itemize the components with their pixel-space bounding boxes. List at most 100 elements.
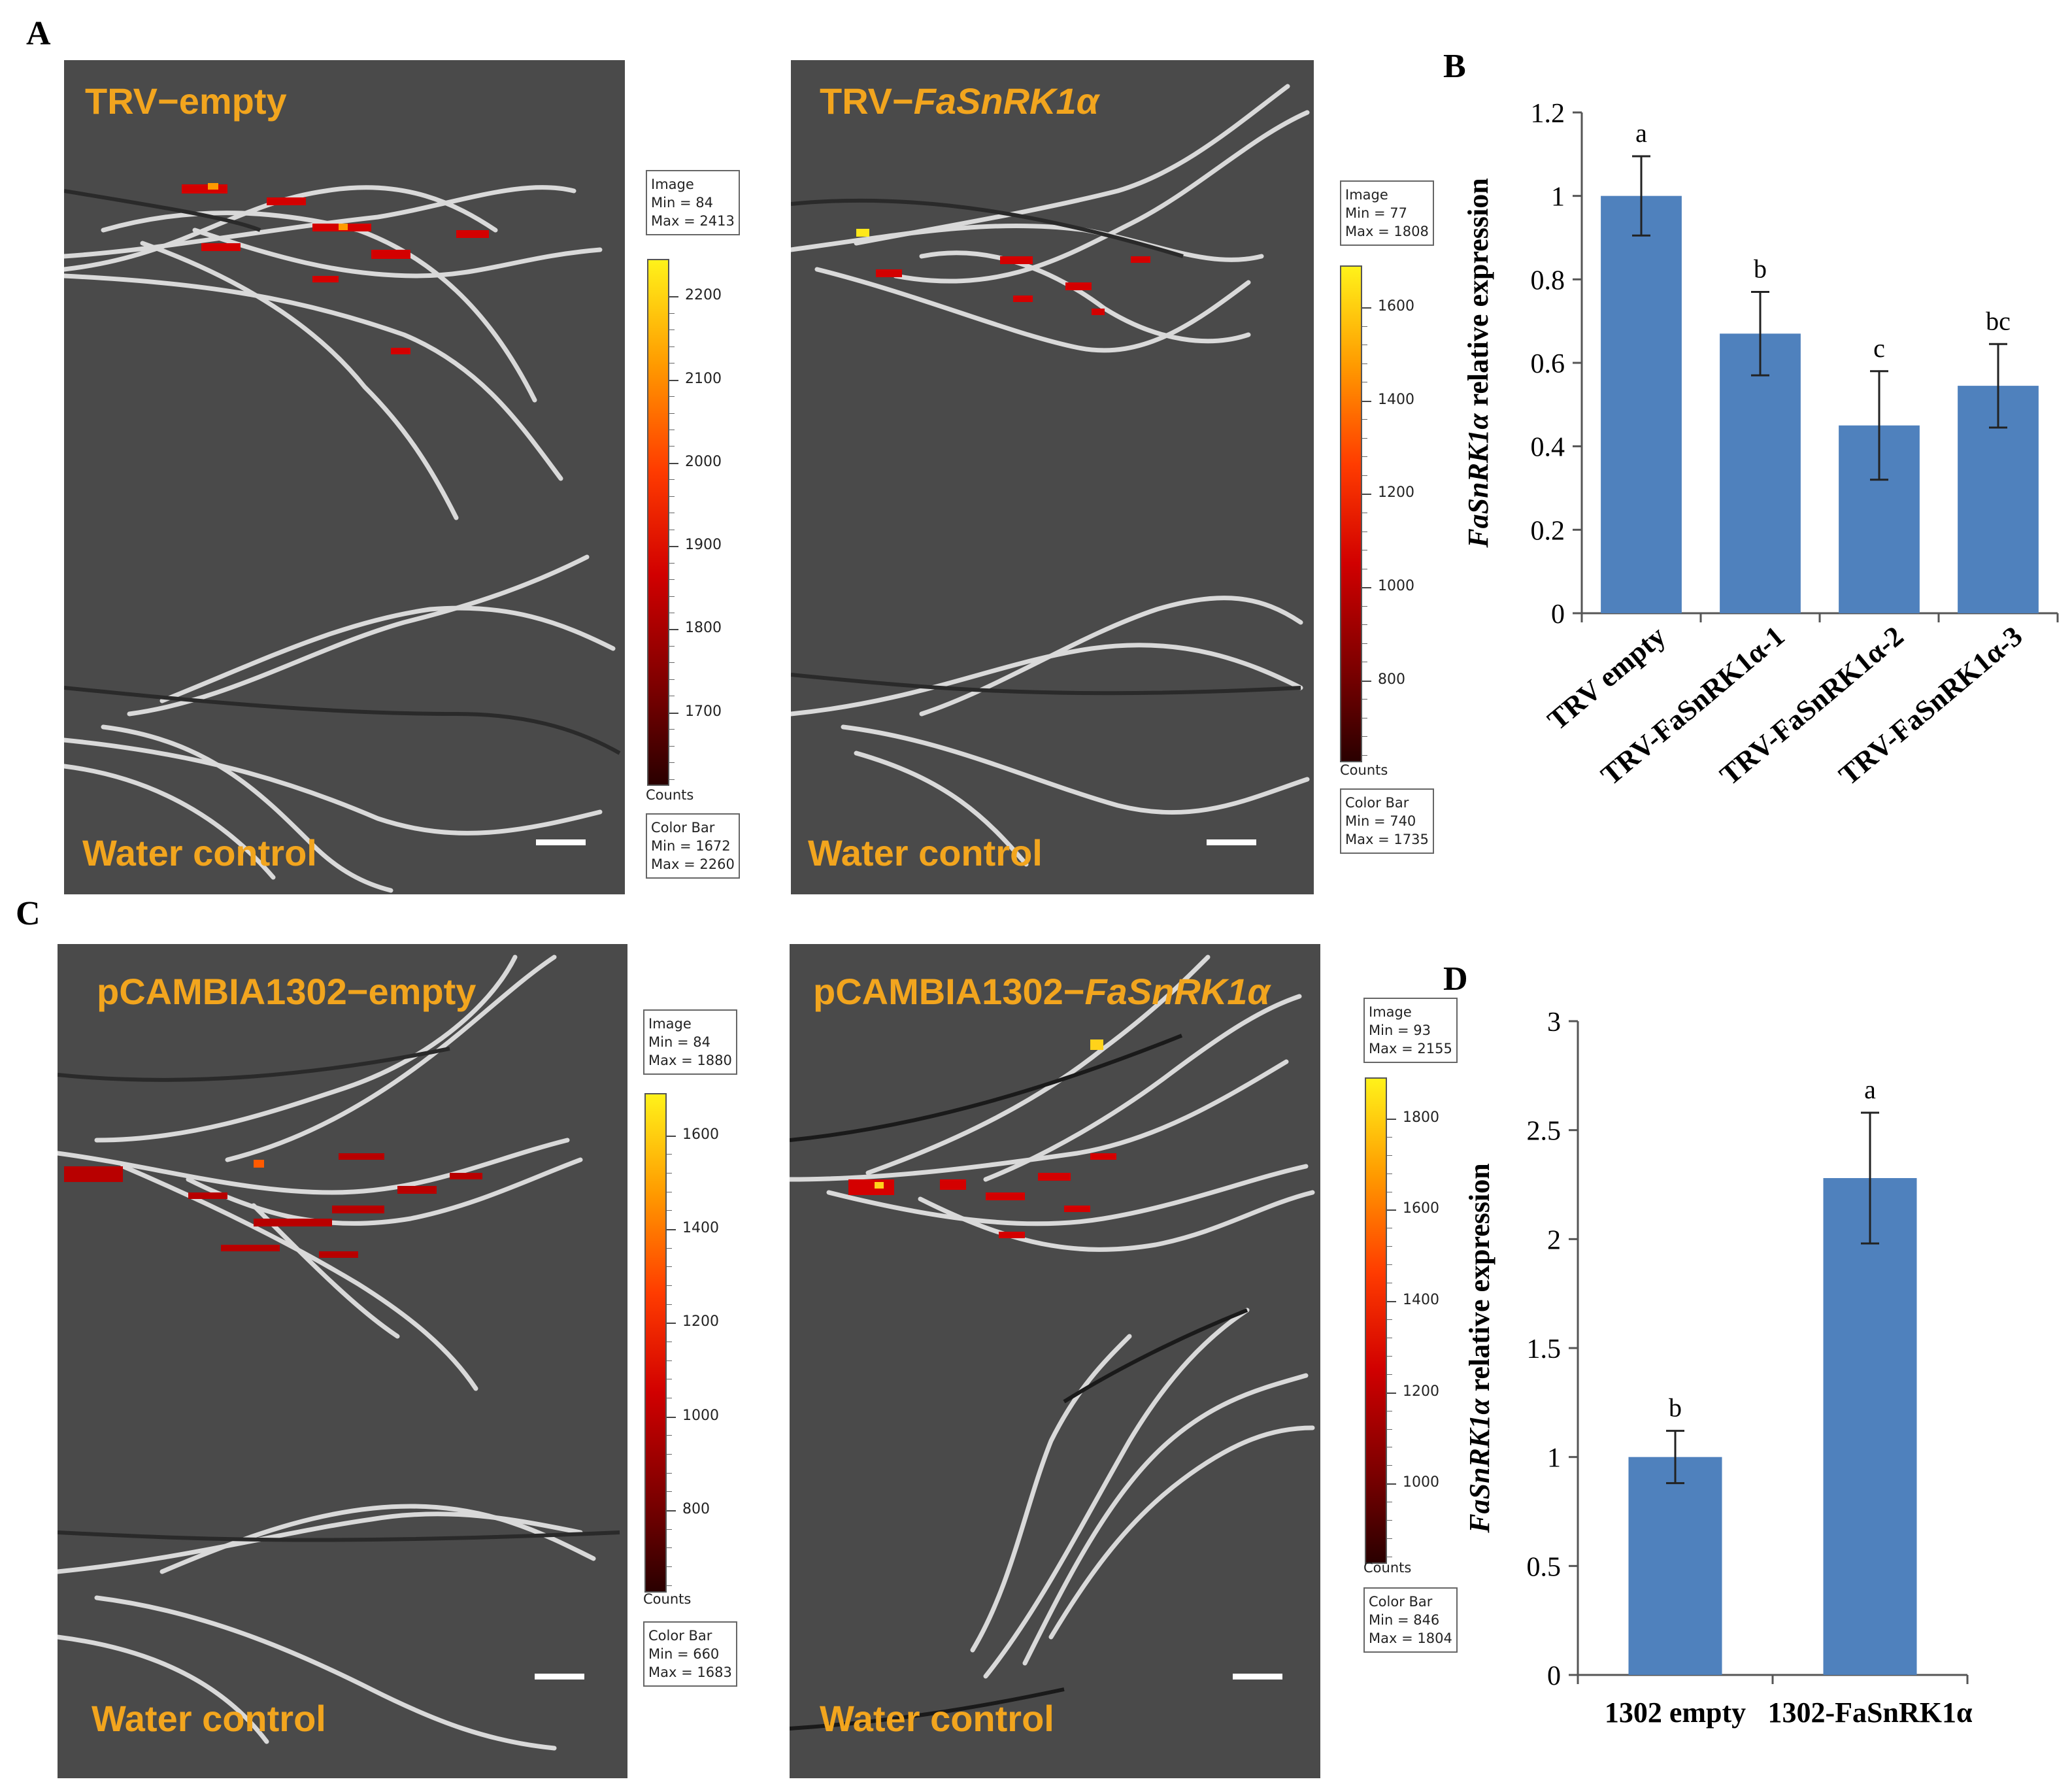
color-bar-minor-tick — [667, 1154, 672, 1155]
color-bar-minor-tick — [1362, 326, 1367, 327]
color-bar-tick-label: 2000 — [685, 453, 722, 470]
color-bar-tick-label: 1400 — [682, 1219, 719, 1236]
color-bar-tick — [667, 1510, 676, 1512]
color-bar-minor-tick — [1387, 1246, 1392, 1247]
y-tick-label: 0.4 — [1531, 433, 1565, 463]
y-tick-label: 0.5 — [1527, 1552, 1562, 1582]
color-bar-tick-label: 1600 — [1403, 1200, 1439, 1217]
color-bar-minor-tick — [1362, 475, 1367, 476]
label-water-control-c-right: Water control — [820, 1698, 1054, 1739]
image-minmax-box: Image Min = 84 Max = 1880 — [643, 1009, 737, 1075]
color-bar-minor-tick — [1387, 1374, 1392, 1375]
label-water-control-a-right: Water control — [808, 832, 1043, 873]
significance-letter: bc — [1986, 306, 2011, 335]
color-bar-minor-tick — [669, 496, 675, 497]
y-tick-label: 2.5 — [1527, 1117, 1562, 1147]
y-tick-label: 3 — [1547, 1007, 1561, 1038]
image-minmax-box: Image Min = 84 Max = 2413 — [646, 170, 740, 235]
color-bar-tick-label: 1200 — [1378, 484, 1414, 501]
color-bar-minor-tick — [667, 1491, 672, 1493]
color-bar-tick — [1387, 1301, 1396, 1303]
color-bar-minor-tick — [1362, 699, 1367, 700]
panel-letter-c: C — [16, 895, 41, 932]
color-bar-minor-tick — [669, 346, 675, 347]
color-bar-tick-label: 2200 — [685, 287, 722, 304]
color-bar-minor-tick — [669, 729, 675, 730]
color-bar-tick-label: 1600 — [1378, 298, 1414, 315]
color-bar-minor-tick — [669, 396, 675, 397]
counts-label: Counts — [643, 1591, 692, 1607]
significance-letter: a — [1635, 118, 1647, 148]
color-bar-minor-tick — [669, 779, 675, 780]
y-tick-label: 0 — [1547, 1661, 1561, 1691]
y-tick-label: 0.2 — [1531, 516, 1565, 546]
color-bar-tick — [667, 1228, 676, 1230]
color-bar-minor-tick — [669, 329, 675, 331]
scale-bar — [536, 839, 586, 845]
color-bar-tick — [1387, 1483, 1396, 1485]
scale-bar — [1233, 1674, 1282, 1680]
color-bar-minor-tick — [1387, 1428, 1392, 1430]
color-bar-minor-tick — [667, 1547, 672, 1549]
color-bar-minor-tick — [667, 1304, 672, 1305]
color-bar-tick-label: 1000 — [1403, 1474, 1439, 1491]
color-bar-tick-label: 1000 — [682, 1407, 719, 1424]
color-bar-tick — [669, 546, 678, 548]
color-bar-minor-tick — [669, 745, 675, 747]
color-bar-minor-tick — [669, 596, 675, 597]
counts-label: Counts — [646, 787, 694, 803]
bar — [1823, 1178, 1917, 1675]
color-bar-minor-tick — [667, 1435, 672, 1436]
color-bar-tick — [667, 1323, 676, 1325]
color-bar-minmax-box: Color Bar Min = 740 Max = 1735 — [1340, 788, 1434, 854]
color-bar-minor-tick — [667, 1528, 672, 1530]
color-bar-minor-tick — [669, 446, 675, 447]
color-bar-minor-tick — [1362, 456, 1367, 458]
color-bar-tick — [667, 1135, 676, 1137]
color-bar-minor-tick — [669, 762, 675, 764]
color-bar-minor-tick — [667, 1210, 672, 1211]
color-bar-tick — [669, 296, 678, 298]
color-bar-tick — [669, 462, 678, 464]
color-bar-minor-tick — [667, 1454, 672, 1455]
color-bar — [644, 1093, 667, 1593]
label-trv-fasnrk1a: TRV−FaSnRK1α — [820, 80, 1099, 122]
y-tick-label: 0.6 — [1531, 349, 1565, 379]
color-bar-minor-tick — [1387, 1264, 1392, 1266]
color-bar-tick-label: 1000 — [1378, 578, 1414, 595]
x-category-label: 1302-FaSnRK1α — [1767, 1697, 1972, 1729]
color-bar-tick — [1387, 1392, 1396, 1394]
color-bar-tick — [1387, 1209, 1396, 1211]
color-bar-tick-label: 1700 — [685, 703, 722, 720]
x-category-label: 1302 empty — [1605, 1697, 1746, 1729]
y-tick-label: 2 — [1547, 1225, 1561, 1255]
color-bar-minor-tick — [667, 1585, 672, 1586]
color-bar-minor-tick — [1387, 1355, 1392, 1357]
y-axis-label-gene: FaSnRK1α — [1463, 1398, 1496, 1534]
root-drawing — [58, 954, 620, 1751]
color-bar-tick-label: 800 — [1378, 671, 1405, 688]
scale-bar — [535, 1674, 584, 1680]
color-bar-minor-tick — [667, 1172, 672, 1174]
color-bar-minor-tick — [667, 1566, 672, 1568]
panel-letter-d: D — [1443, 960, 1468, 998]
root-drawing — [790, 954, 1315, 1731]
significance-letter: a — [1864, 1075, 1876, 1104]
color-bar-minor-tick — [1362, 643, 1367, 644]
color-bar-minor-tick — [1387, 1155, 1392, 1156]
color-bar-minor-tick — [667, 1285, 672, 1286]
bar — [1628, 1457, 1722, 1675]
color-bar-minmax-box: Color Bar Min = 846 Max = 1804 — [1363, 1587, 1458, 1653]
root-image-pcambia1302-empty — [58, 944, 627, 1778]
color-bar-minor-tick — [1387, 1319, 1392, 1320]
color-bar-minor-tick — [669, 579, 675, 581]
color-bar-minor-tick — [1387, 1136, 1392, 1138]
color-bar-tick — [1362, 307, 1371, 309]
significance-letter: c — [1873, 333, 1885, 363]
y-tick-label: 1 — [1547, 1444, 1561, 1474]
color-bar-minor-tick — [669, 479, 675, 481]
color-bar-minor-tick — [1362, 754, 1367, 756]
color-bar-minor-tick — [667, 1472, 672, 1474]
significance-letter: b — [1669, 1393, 1682, 1423]
